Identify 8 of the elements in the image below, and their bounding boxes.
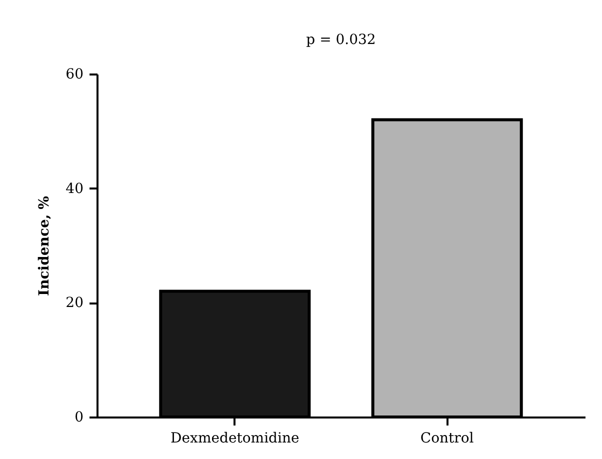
y-axis-title: Incidence, % bbox=[36, 196, 53, 296]
y-tick-label: 0 bbox=[74, 410, 84, 426]
y-tick-label: 60 bbox=[66, 66, 84, 82]
y-tick-label: 20 bbox=[66, 295, 84, 312]
chart-title: p = 0.032 bbox=[306, 32, 376, 48]
x-tick-label: Dexmedetomidine bbox=[170, 430, 300, 446]
y-tick-label: 40 bbox=[66, 180, 84, 197]
x-tick-label: Control bbox=[420, 430, 474, 446]
